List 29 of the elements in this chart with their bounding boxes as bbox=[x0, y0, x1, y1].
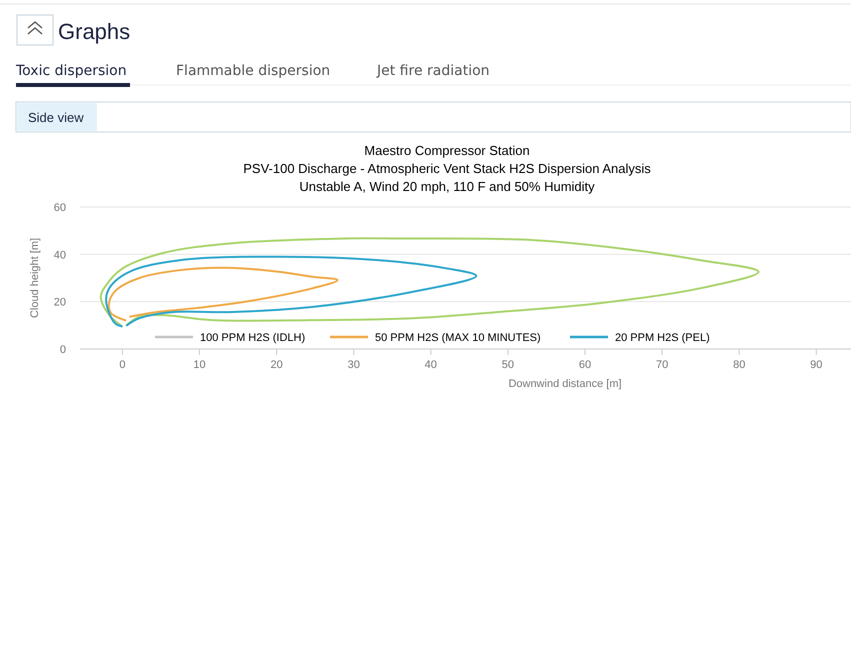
x-tick-label: 60 bbox=[578, 359, 592, 371]
text: Flammable dispersion bbox=[176, 63, 330, 79]
text: Toxic dispersion bbox=[15, 63, 127, 79]
x-tick-label: 40 bbox=[424, 359, 437, 371]
x-tick-label: 30 bbox=[348, 359, 360, 371]
y-tick-label: 20 bbox=[54, 296, 66, 309]
y-tick-label: 40 bbox=[54, 249, 66, 262]
y-tick-label: 0 bbox=[60, 344, 66, 356]
y-tick-label: 60 bbox=[54, 202, 66, 214]
chart-subtitle: PSV-100 Discharge - Atmospheric Vent Stack H2S Dispersion Analysis Unstable A, Wind 20 mph, 110 F and 50% Humidity bbox=[243, 161, 652, 194]
legend-label: 20 PPM H2S (PEL) bbox=[615, 332, 710, 344]
x-tick-label: 50 bbox=[502, 359, 514, 371]
chart-title: Maestro Compressor Station bbox=[364, 143, 530, 158]
text: Side view bbox=[28, 110, 84, 125]
line-series bbox=[105, 256, 478, 328]
legend-label: 100 PPM H2S (IDLH) bbox=[200, 332, 306, 344]
x-tick-label: 70 bbox=[656, 359, 668, 371]
text: Jet fire radiation bbox=[376, 63, 490, 79]
x-tick-label: 0 bbox=[119, 359, 126, 371]
line-series bbox=[108, 266, 339, 322]
x-tick-label: 90 bbox=[810, 359, 822, 371]
x-tick-label: 80 bbox=[733, 359, 746, 371]
x-tick-label: 10 bbox=[193, 359, 206, 371]
x-tick-label: 20 bbox=[270, 359, 283, 371]
line-series bbox=[100, 237, 760, 328]
legend-label: 50 PPM H2S (MAX 10 MINUTES) bbox=[375, 332, 541, 344]
x-axis-title: Downwind distance [m] bbox=[508, 378, 622, 390]
text: Graphs bbox=[58, 19, 130, 44]
y-axis-title: Cloud height [m] bbox=[29, 238, 41, 318]
